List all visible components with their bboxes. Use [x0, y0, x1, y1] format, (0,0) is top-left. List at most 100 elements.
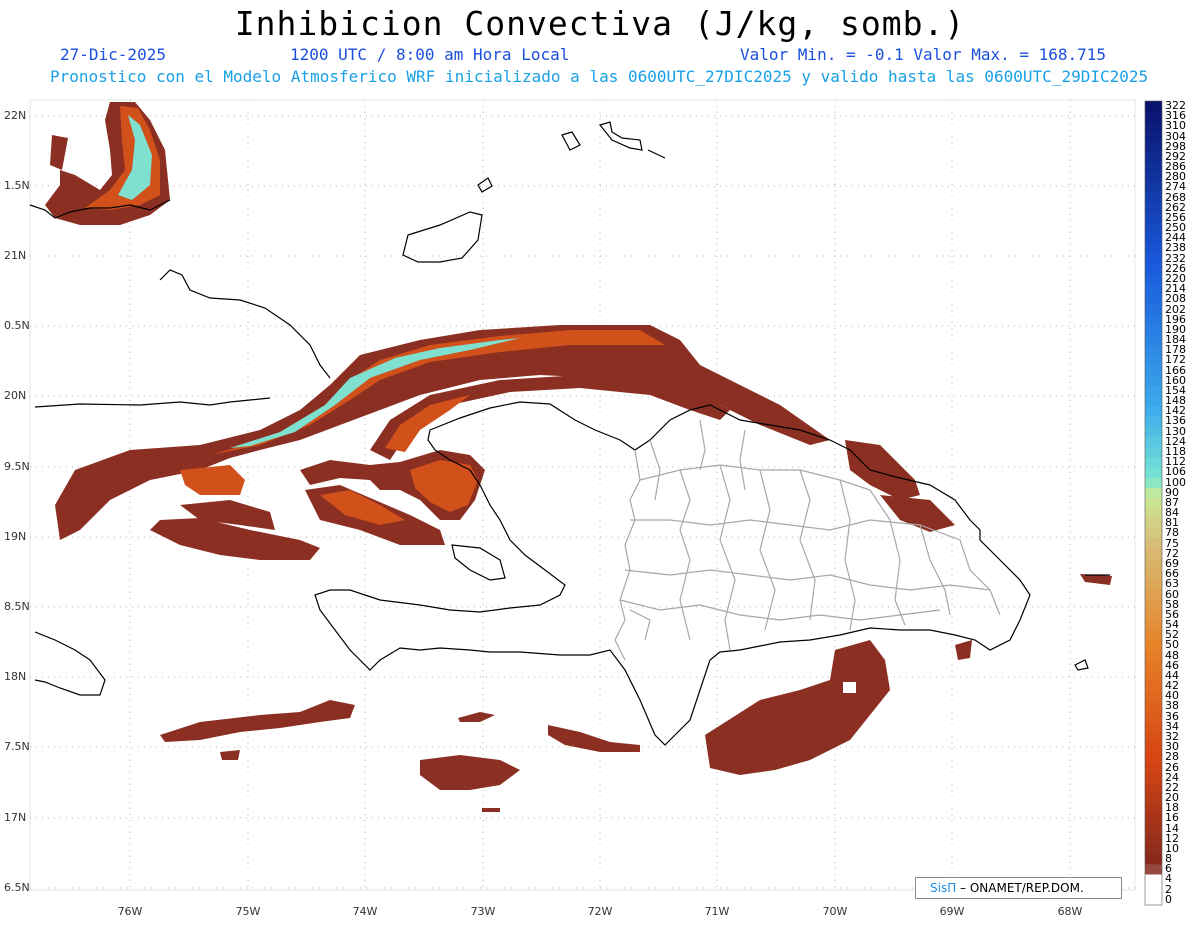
colorbar-swatch — [1145, 355, 1162, 367]
colorbar-tick-label: 72 — [1165, 546, 1179, 560]
colorbar-swatch — [1145, 823, 1162, 835]
colorbar-swatch — [1145, 752, 1162, 764]
colorbar-swatch — [1145, 304, 1162, 316]
colorbar-tick-label: 142 — [1165, 404, 1186, 418]
colorbar-tick-label: 4 — [1165, 872, 1172, 886]
colorbar-tick-label: 38 — [1165, 699, 1179, 713]
colorbar-frame — [1144, 100, 1163, 906]
colorbar-tick-label: 202 — [1165, 302, 1186, 316]
model-info: Pronostico con el Modelo Atmosferico WRF… — [50, 67, 1149, 86]
colorbar-tick-label: 322 — [1165, 99, 1186, 112]
cin-shading — [45, 102, 1112, 812]
colorbar-tick-label: 190 — [1165, 322, 1186, 336]
colorbar-tick-label: 298 — [1165, 139, 1186, 153]
coastlines — [29, 121, 1110, 746]
cin-region-dr-ne2 — [880, 495, 955, 532]
colorbar-swatch — [1145, 508, 1162, 519]
lat-lon-grid — [30, 100, 1135, 890]
colorbar-swatch — [1145, 843, 1162, 855]
colorbar-swatch — [1145, 151, 1162, 163]
colorbar-tick-label: 75 — [1165, 536, 1179, 550]
colorbar-tick-label: 106 — [1165, 465, 1186, 479]
colorbar-swatch — [1145, 711, 1162, 723]
colorbar-tick-label: 268 — [1165, 190, 1186, 204]
colorbar-swatch — [1145, 701, 1162, 713]
colorbar-swatch — [1145, 131, 1162, 143]
colorbar-tick-label: 196 — [1165, 312, 1186, 326]
colorbar-tick-label: 226 — [1165, 261, 1186, 275]
colorbar-swatch — [1145, 202, 1162, 214]
colorbar-swatch — [1145, 782, 1162, 794]
colorbar-tick-label: 310 — [1165, 119, 1186, 133]
colorbar-tick-label: 160 — [1165, 373, 1186, 387]
colorbar-swatch — [1145, 670, 1162, 682]
cin-hole — [843, 682, 856, 693]
colorbar-swatch — [1145, 212, 1162, 224]
colorbar-tick-label: 214 — [1165, 282, 1186, 296]
colorbar-tick-label: 118 — [1165, 445, 1186, 459]
cin-region-south-4 — [705, 640, 890, 775]
colorbar-swatch — [1145, 762, 1162, 774]
colorbar-tick-label: 52 — [1165, 628, 1179, 642]
plot-frame — [29, 99, 1136, 891]
colorbar-swatch — [1145, 243, 1162, 255]
colorbar-swatch — [1145, 558, 1162, 570]
cin-region-cuba-high — [118, 115, 152, 200]
colorbar-tick-label: 81 — [1165, 516, 1179, 530]
colorbar-tick-label: 54 — [1165, 618, 1179, 632]
colorbar-tick-label: 316 — [1165, 109, 1186, 123]
cin-band-inner — [370, 375, 730, 460]
cin-region-haiti-w-patch2 — [320, 490, 405, 525]
colorbar-tick-label: 48 — [1165, 648, 1179, 662]
colorbar-tick-label: 42 — [1165, 679, 1179, 693]
colorbar-swatch — [1145, 274, 1162, 285]
cin-band-north-high — [230, 338, 520, 448]
colorbar-swatch — [1145, 681, 1162, 692]
colorbar-tick-label: 10 — [1165, 841, 1179, 855]
colorbar-tick-label: 208 — [1165, 292, 1186, 306]
lat-label: 21N — [4, 249, 27, 262]
colorbar-tick-label: 14 — [1165, 821, 1179, 835]
colorbar-swatch — [1145, 477, 1162, 489]
colorbar-swatch — [1145, 630, 1162, 641]
colorbar-tick-label: 184 — [1165, 333, 1186, 347]
colorbar-tick-label: 87 — [1165, 495, 1179, 509]
colorbar-tick-label: 32 — [1165, 729, 1179, 743]
colorbar-swatch — [1145, 294, 1162, 306]
colorbar-tick-label: 24 — [1165, 770, 1179, 784]
cin-region-south-1 — [160, 700, 355, 742]
colorbar-swatch — [1145, 589, 1162, 601]
colorbar-tick-label: 50 — [1165, 638, 1179, 652]
colorbar-swatch — [1145, 426, 1162, 438]
colorbar-swatch — [1145, 548, 1162, 560]
cin-region-sw-blob2 — [180, 500, 275, 530]
colorbar-swatch — [1145, 375, 1162, 387]
colorbar-tick-label: 256 — [1165, 210, 1186, 224]
colorbar-swatch — [1145, 884, 1162, 896]
colorbar-tick-label: 58 — [1165, 597, 1179, 611]
lat-label: 22N — [4, 109, 27, 122]
colorbar-swatch — [1145, 192, 1162, 204]
cin-region-haiti-w-core — [410, 460, 478, 512]
lon-label: 76W — [117, 905, 143, 918]
colorbar-swatch — [1145, 457, 1162, 468]
colorbar-tick-label: 220 — [1165, 272, 1186, 285]
colorbar-tick-label: 20 — [1165, 791, 1179, 805]
colorbar-swatch — [1145, 162, 1162, 173]
colorbar-tick-label: 274 — [1165, 180, 1186, 194]
cin-region-dr-ne — [845, 440, 920, 500]
colorbar-swatch — [1145, 467, 1162, 479]
colorbar-tick-label: 178 — [1165, 343, 1186, 357]
colorbar-swatch — [1145, 569, 1162, 580]
cin-region-south-7 — [220, 750, 240, 760]
time-label: 1200 UTC / 8:00 am Hora Local — [290, 45, 570, 64]
colorbar-swatch — [1145, 874, 1162, 886]
colorbar-swatch — [1145, 436, 1162, 448]
colorbar — [1144, 100, 1163, 906]
colorbar-tick-label: 56 — [1165, 607, 1179, 621]
colorbar-tick-label: 172 — [1165, 353, 1186, 367]
colorbar-tick-label: 84 — [1165, 506, 1179, 520]
lat-label: 1.5N — [4, 179, 30, 192]
colorbar-swatch — [1145, 660, 1162, 672]
